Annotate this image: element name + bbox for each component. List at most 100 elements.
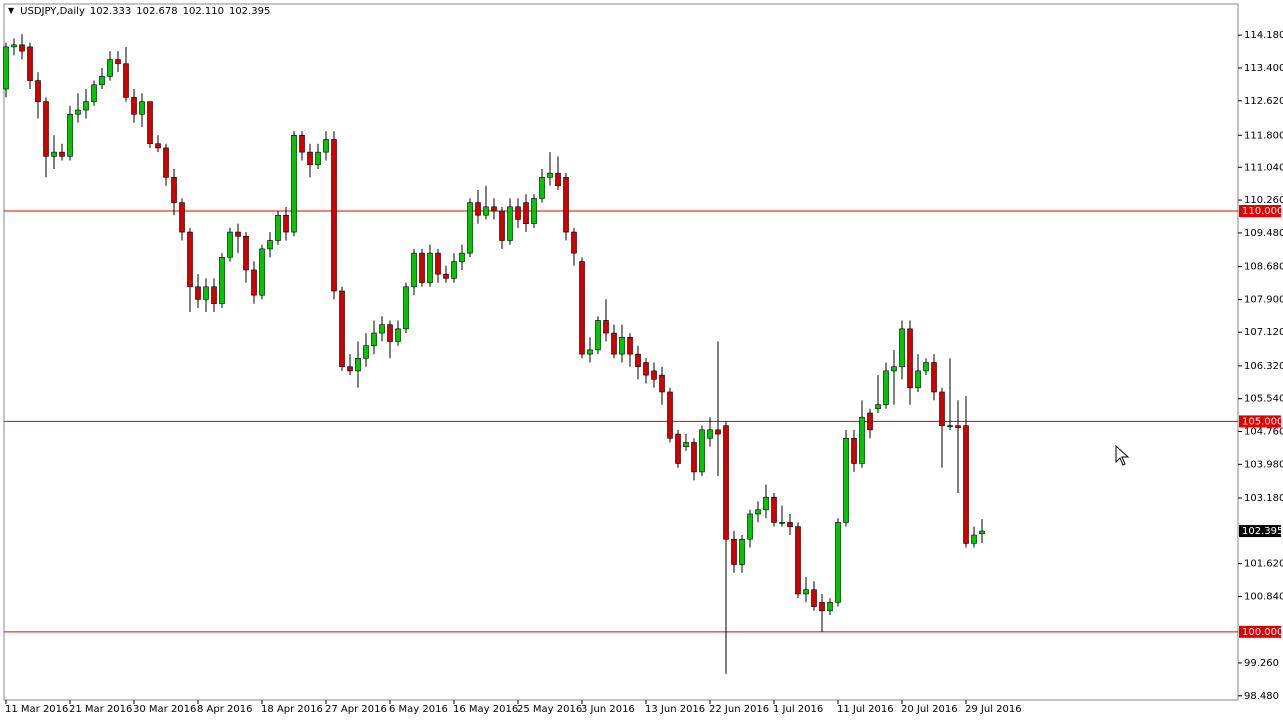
candle-body: [683, 442, 689, 447]
level-tag: [1239, 625, 1281, 638]
x-tick-label: 25 May 2016: [517, 704, 582, 715]
candle-body: [963, 425, 969, 544]
candle-body: [691, 442, 697, 473]
level-tag: [1239, 415, 1281, 428]
level-label: 100.000: [1242, 627, 1283, 638]
candle-body: [299, 134, 305, 153]
candle-body: [411, 252, 417, 288]
x-tick-label: 1 Jul 2016: [773, 704, 823, 715]
candle-body: [883, 370, 889, 405]
candle-body: [627, 336, 633, 355]
candle-body: [779, 522, 785, 524]
price-label: 102.395: [1242, 526, 1283, 537]
candle-body: [867, 412, 873, 431]
x-tick-label: 29 Jul 2016: [965, 704, 1022, 715]
y-tick-label: 98.480: [1244, 691, 1279, 702]
candle-body: [739, 538, 745, 565]
candle-body: [163, 147, 169, 178]
candle-body: [283, 214, 289, 233]
candle-body: [315, 151, 321, 166]
candle-body: [259, 248, 265, 296]
candle-body: [547, 172, 553, 178]
y-tick-label: 100.840: [1244, 591, 1283, 602]
candle-body: [67, 113, 73, 157]
candle-body: [83, 101, 89, 111]
x-tick-label: 11 Mar 2016: [5, 704, 68, 715]
candle-body: [435, 252, 441, 275]
candle-body: [923, 362, 929, 372]
y-tick-label: 109.480: [1244, 228, 1283, 239]
candle-body: [91, 84, 97, 102]
candle-body: [747, 513, 753, 540]
candle-body: [539, 177, 545, 199]
candle-body: [827, 602, 833, 612]
candle-body: [651, 370, 657, 380]
menu-arrow[interactable]: ▼: [8, 6, 15, 15]
candle-body: [451, 261, 457, 279]
y-tick-label: 106.320: [1244, 361, 1283, 372]
x-tick-label: 3 Jun 2016: [581, 704, 635, 715]
candle-body: [619, 336, 625, 355]
candle-body: [139, 101, 145, 115]
candle-body: [483, 206, 489, 216]
y-tick-label: 108.680: [1244, 262, 1283, 273]
open-label: 102.333: [89, 6, 132, 17]
x-tick-label: 11 Jul 2016: [837, 704, 894, 715]
y-tick-label: 111.040: [1244, 162, 1283, 173]
candle-body: [587, 349, 593, 355]
candle-body: [443, 273, 449, 279]
candle-body: [75, 109, 81, 115]
candle-body: [243, 235, 249, 271]
candle-body: [899, 328, 905, 368]
candle-body: [235, 231, 241, 237]
candle-body: [947, 425, 953, 427]
candle-body: [339, 290, 345, 368]
candle-body: [659, 374, 665, 393]
candle-body: [555, 172, 561, 187]
level-tag: [1239, 205, 1281, 218]
candle-body: [459, 252, 465, 262]
candle-body: [955, 425, 961, 429]
candle-body: [763, 496, 769, 511]
candle-body: [291, 134, 297, 233]
candle-body: [859, 416, 865, 464]
y-tick-label: 104.760: [1244, 427, 1283, 438]
candle-body: [187, 231, 193, 288]
candle-body: [515, 206, 521, 220]
candle-body: [771, 496, 777, 523]
candle-body: [595, 320, 601, 351]
candle-body: [835, 522, 841, 603]
candle-body: [275, 214, 281, 241]
candle-body: [395, 328, 401, 342]
low-label: 102.110: [182, 6, 224, 17]
candle-body: [379, 324, 385, 334]
y-tick-label: 105.540: [1244, 394, 1283, 405]
candle-body: [171, 177, 177, 203]
candle-body: [891, 366, 897, 372]
candle-body: [499, 210, 505, 241]
candle-body: [667, 391, 673, 439]
x-tick-label: 30 Mar 2016: [133, 704, 196, 715]
x-tick-label: 21 Mar 2016: [69, 704, 132, 715]
level-label: 110.000: [1242, 206, 1283, 217]
x-tick-label: 22 Jun 2016: [709, 704, 769, 715]
candle-body: [795, 526, 801, 595]
candle-body: [51, 151, 57, 157]
candle-body: [507, 206, 513, 241]
candle-body: [811, 589, 817, 607]
y-tick-label: 107.120: [1244, 327, 1283, 338]
candle-body: [403, 286, 409, 330]
candle-body: [115, 59, 121, 65]
candle-body: [699, 429, 705, 473]
candle-body: [155, 143, 161, 149]
candle-body: [307, 151, 313, 166]
close-label: 102.395: [228, 6, 271, 17]
candle-body: [787, 522, 793, 527]
y-tick-label: 103.980: [1244, 459, 1283, 470]
candle-body: [939, 391, 945, 426]
x-tick-label: 8 Apr 2016: [197, 704, 252, 715]
candle-body: [843, 437, 849, 523]
y-tick-label: 99.260: [1244, 658, 1279, 669]
candle-body: [147, 101, 153, 145]
